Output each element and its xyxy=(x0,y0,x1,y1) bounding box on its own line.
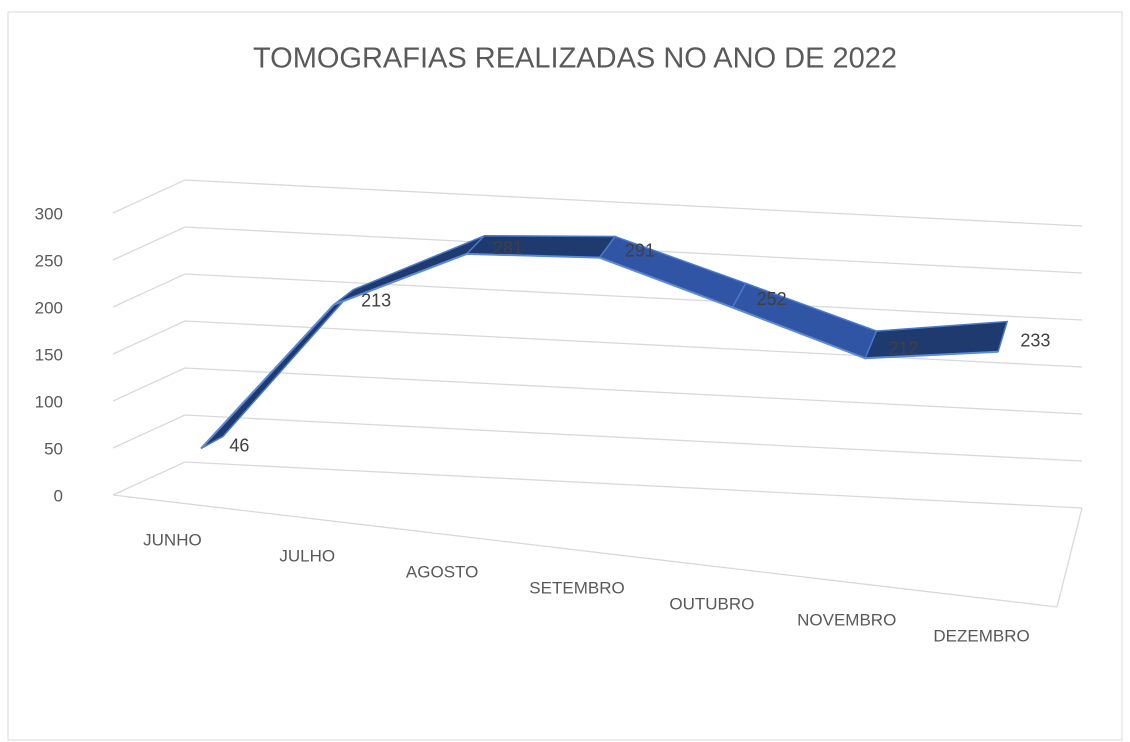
x-tick-label: OUTUBRO xyxy=(669,594,754,613)
ribbon-face xyxy=(333,235,485,306)
grid-line xyxy=(112,461,1083,509)
data-label: 46 xyxy=(229,436,249,456)
chart-title: TOMOGRAFIAS REALIZADAS NO ANO DE 2022 xyxy=(253,43,897,75)
x-tick-label: SETEMBRO xyxy=(529,578,624,597)
data-label: 212 xyxy=(888,338,918,358)
chart-border xyxy=(7,11,1123,741)
grid-line xyxy=(112,179,1083,227)
y-tick-label: 200 xyxy=(35,298,63,317)
data-label: 233 xyxy=(1020,330,1050,350)
floor-edge xyxy=(112,494,1058,608)
data-label: 252 xyxy=(757,289,787,309)
y-tick-label: 250 xyxy=(35,251,63,270)
grid-line xyxy=(112,320,1083,368)
data-label: 291 xyxy=(625,241,655,261)
ribbon-face xyxy=(731,282,878,360)
x-tick-label: AGOSTO xyxy=(406,562,478,581)
y-tick-label: 150 xyxy=(35,345,63,364)
grid-line xyxy=(112,273,1083,321)
y-tick-label: 300 xyxy=(35,204,63,223)
grid-line xyxy=(112,414,1083,462)
x-tick-label: JULHO xyxy=(279,546,335,565)
grid-line xyxy=(112,367,1083,415)
data-label: 213 xyxy=(361,290,391,310)
line xyxy=(200,252,999,450)
y-tick-label: 100 xyxy=(35,392,63,411)
data-label: 281 xyxy=(493,238,523,258)
x-tick-label: DEZEMBRO xyxy=(933,626,1029,645)
y-tick-label: 0 xyxy=(54,486,63,505)
grid-line xyxy=(112,226,1083,274)
y-tick-label: 50 xyxy=(44,439,63,458)
x-tick-label: NOVEMBRO xyxy=(797,610,896,629)
x-tick-label: JUNHO xyxy=(143,530,202,549)
floor-edge xyxy=(1056,507,1083,608)
